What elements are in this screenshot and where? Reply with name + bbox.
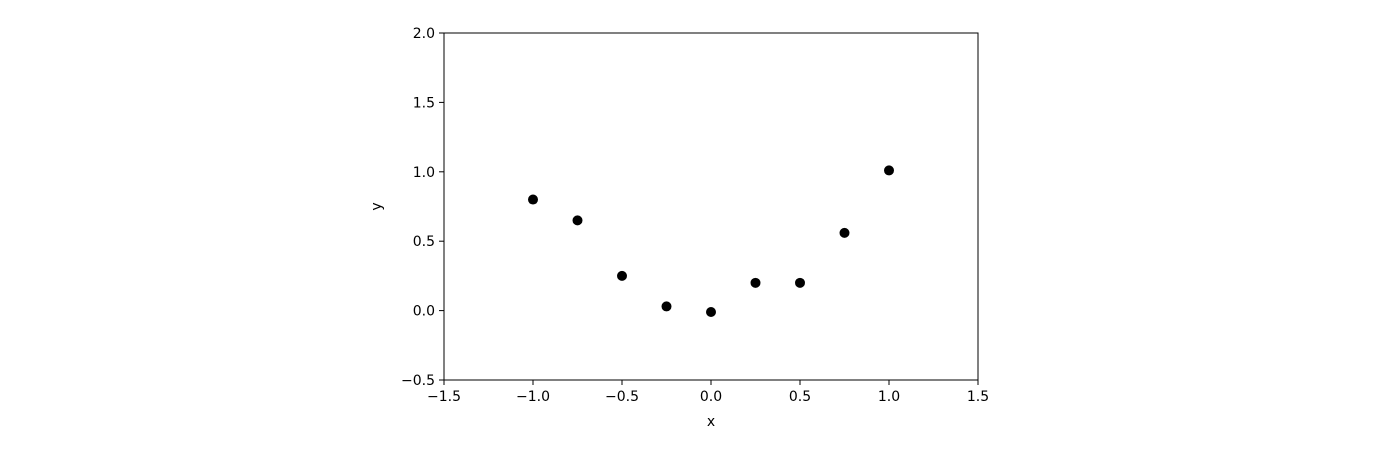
y-tick-label: −0.5 — [401, 373, 435, 389]
data-point — [528, 194, 538, 205]
data-point — [795, 277, 805, 288]
y-tick-label: 2.0 — [413, 26, 435, 42]
data-point — [750, 277, 761, 288]
y-axis-label: y — [369, 202, 385, 210]
plot-area-frame — [443, 32, 979, 381]
data-point — [706, 306, 716, 317]
data-point — [884, 165, 894, 176]
x-tick-label: 1.5 — [967, 389, 989, 405]
data-point — [661, 301, 672, 312]
data-point — [572, 215, 583, 226]
data-point — [839, 227, 850, 238]
x-tick-label: 0.0 — [700, 389, 722, 405]
data-points — [528, 165, 894, 317]
y-tick-label: 0.0 — [413, 304, 435, 320]
y-tick-label: 0.5 — [413, 234, 435, 250]
x-tick-label: −1.5 — [427, 389, 461, 405]
axis-ticks: −1.5 −1.0 −0.5 0.0 0.5 1.0 1.5 −0.5 0.0 0.5 1.0 1.5… — [401, 26, 989, 405]
x-tick-label: 0.5 — [789, 389, 811, 405]
y-tick-label: 1.0 — [413, 165, 435, 181]
y-tick-label: 1.5 — [413, 95, 435, 111]
data-point — [617, 270, 627, 281]
x-axis-label: x — [707, 414, 715, 430]
x-tick-label: 1.0 — [878, 389, 900, 405]
x-tick-label: −1.0 — [516, 389, 550, 405]
x-tick-label: −0.5 — [605, 389, 639, 405]
